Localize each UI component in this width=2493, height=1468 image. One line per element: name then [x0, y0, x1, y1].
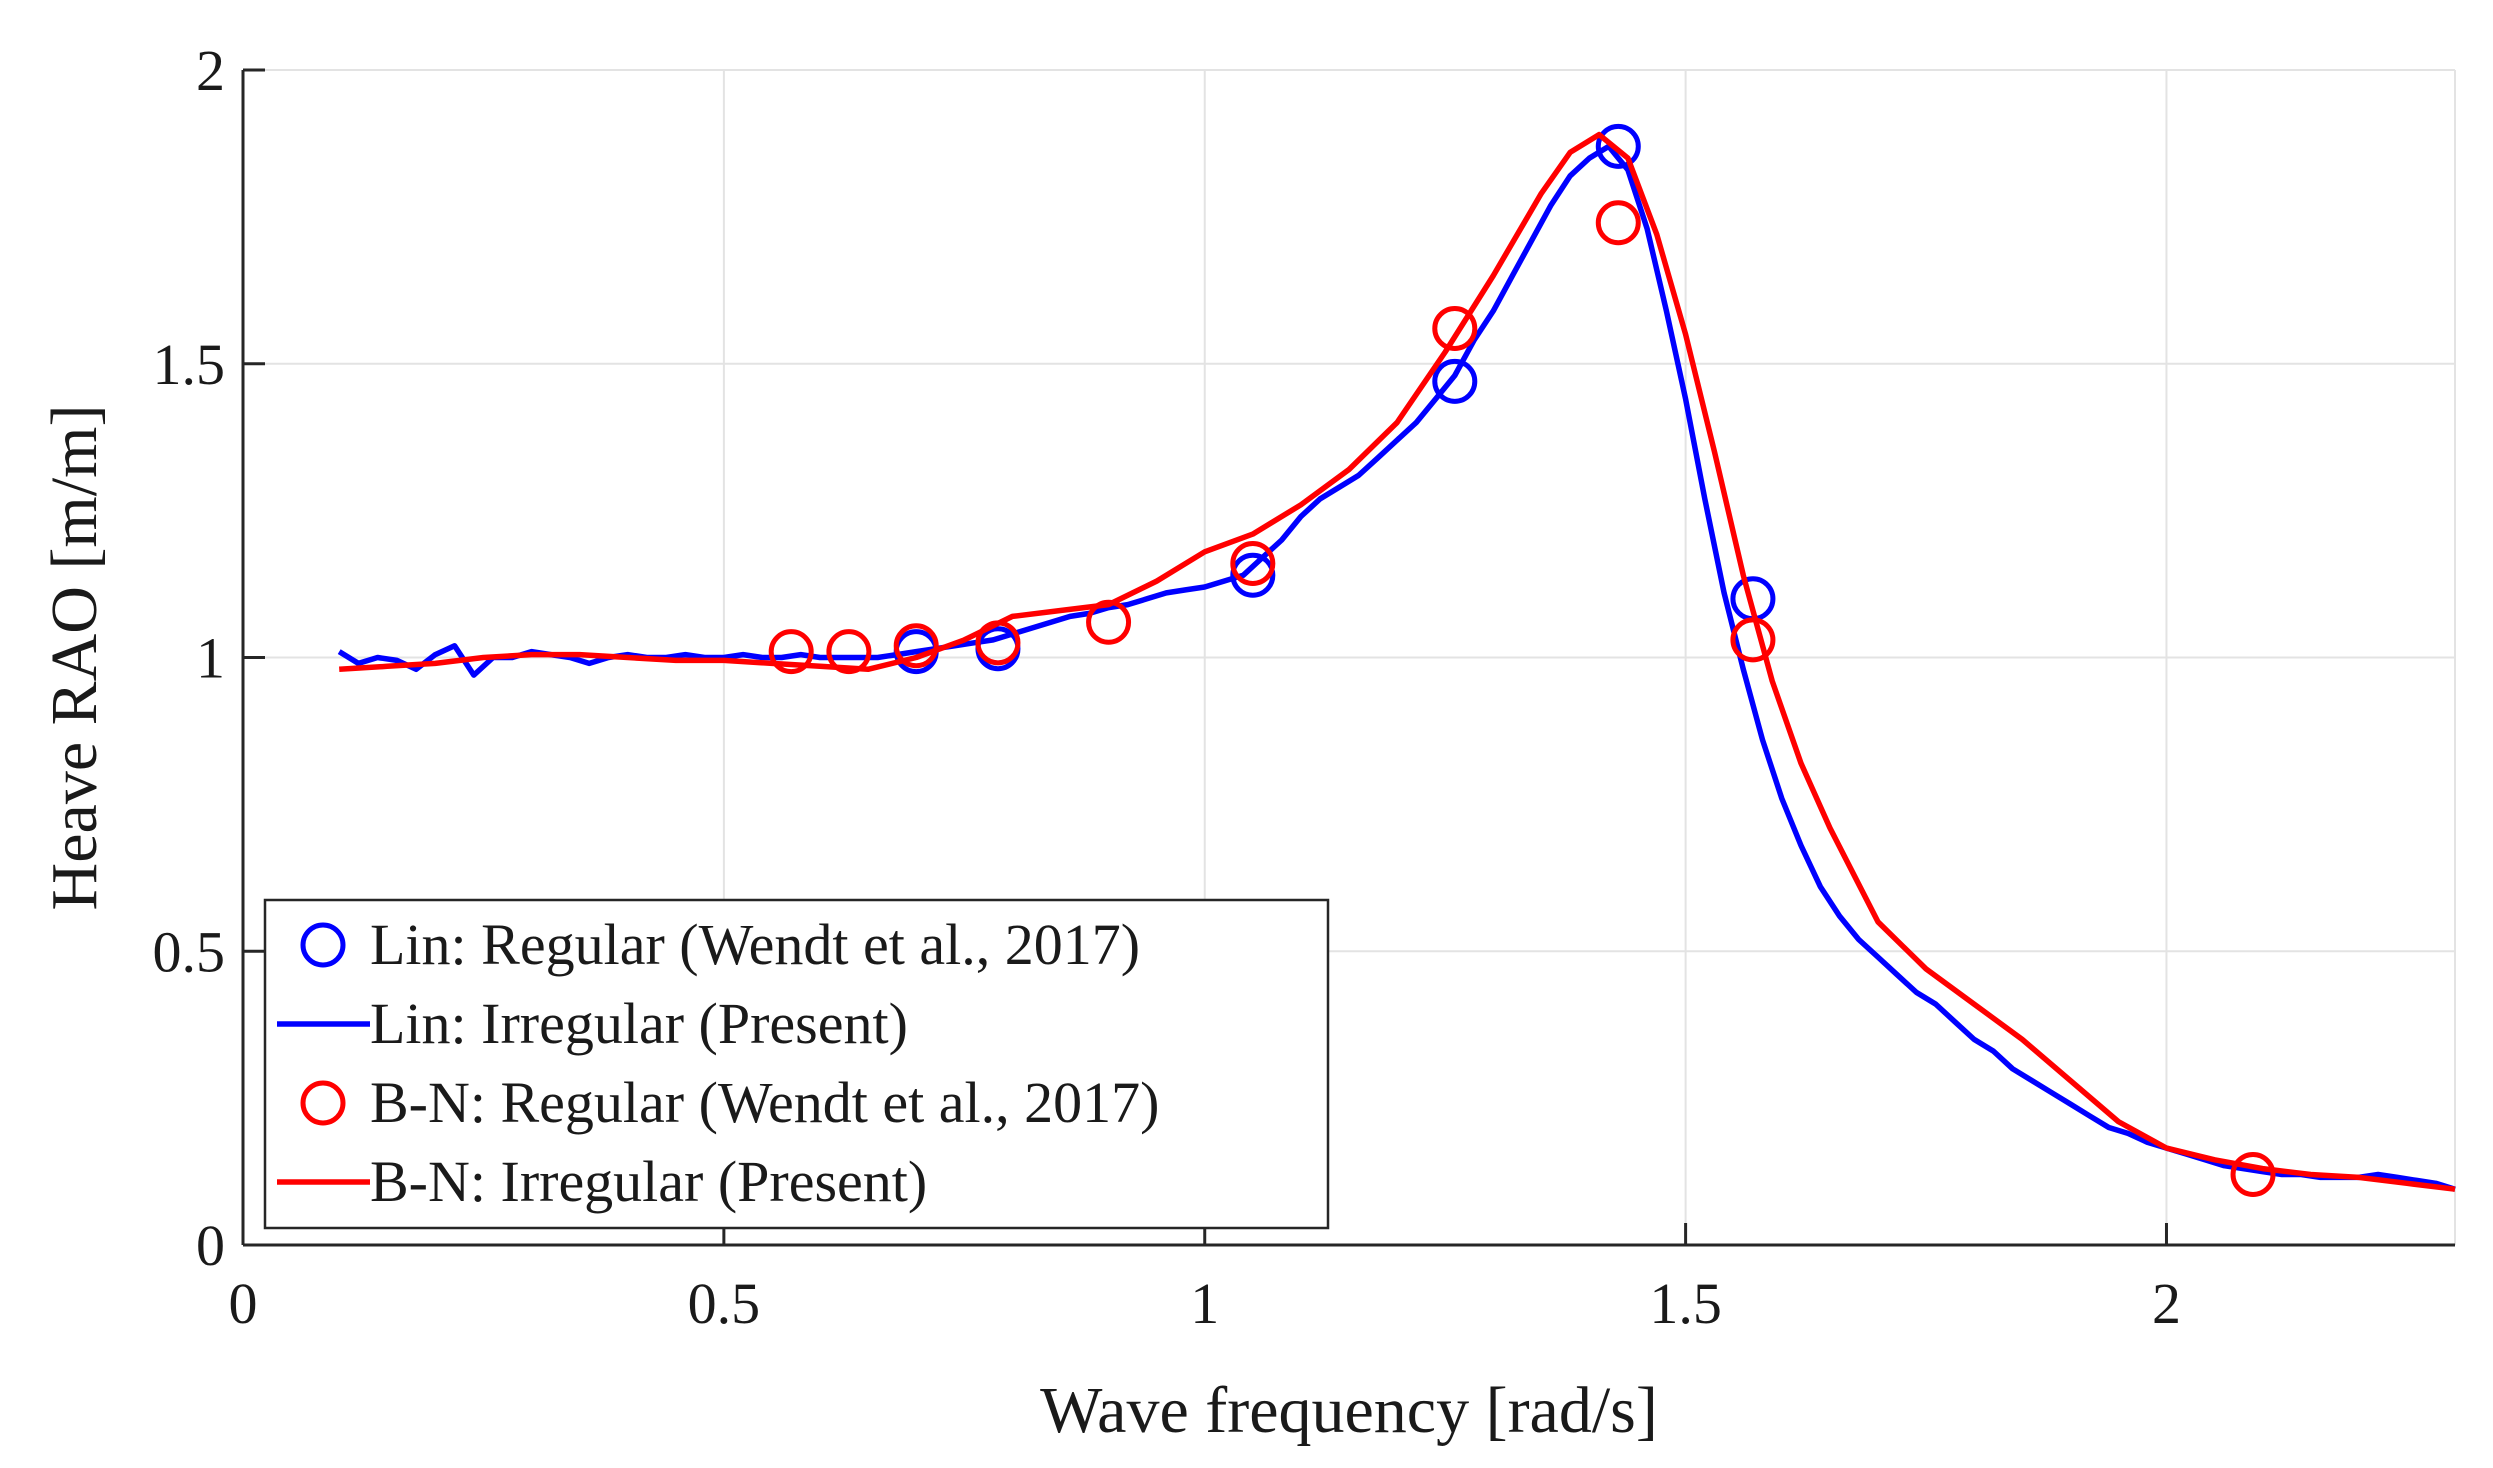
y-tick-label: 0.5	[153, 919, 226, 984]
legend-entry: B-N: Regular (Wendt et al., 2017)	[300, 1070, 1159, 1135]
legend-label: Lin: Regular (Wendt et al., 2017)	[370, 912, 1140, 977]
data-point	[1230, 541, 1276, 586]
y-tick-label: 1.5	[153, 332, 226, 397]
x-axis-label: Wave frequency [rad/s]	[1040, 1374, 1658, 1447]
legend-label: B-N: Irregular (Present)	[370, 1149, 927, 1214]
legend-entry: Lin: Regular (Wendt et al., 2017)	[300, 912, 1140, 977]
data-point	[893, 623, 939, 669]
tick-labels: 0 0.5 1 1.5 2 0 0.5 1 1.5 2	[153, 38, 2181, 1336]
data-point	[2230, 1152, 2276, 1197]
data-point	[768, 629, 814, 675]
legend-marker-swatch	[300, 1080, 346, 1126]
data-point	[826, 629, 872, 675]
legend-label: Lin: Irregular (Present)	[370, 991, 908, 1056]
series-line	[339, 131, 2456, 1192]
series-2	[768, 200, 2276, 1197]
data-point	[1595, 123, 1641, 169]
y-tick-label: 2	[196, 38, 225, 103]
series-3	[339, 131, 2456, 1192]
x-tick-label: 0	[229, 1271, 258, 1336]
x-tick-label: 0.5	[688, 1271, 761, 1336]
data-point	[1432, 306, 1478, 351]
series-layer	[337, 123, 2456, 1197]
legend-box	[263, 898, 1330, 1230]
data-point	[1432, 358, 1478, 404]
x-tick-label: 1.5	[1649, 1271, 1722, 1336]
legend-entry: Lin: Irregular (Present)	[277, 991, 908, 1056]
series-line	[337, 143, 2456, 1192]
series-1	[337, 143, 2456, 1192]
legend-label: B-N: Regular (Wendt et al., 2017)	[370, 1070, 1159, 1135]
data-point	[1595, 200, 1641, 246]
y-tick-label: 1	[196, 626, 225, 691]
legend-entries: Lin: Regular (Wendt et al., 2017) Lin: Ir…	[277, 912, 1159, 1214]
y-tick-label: 0	[196, 1213, 225, 1278]
legend-entry: B-N: Irregular (Present)	[277, 1149, 927, 1214]
x-tick-label: 2	[2152, 1271, 2181, 1336]
x-tick-label: 1	[1190, 1271, 1219, 1336]
y-axis-label: Heave RAO [m/m]	[38, 405, 111, 911]
axes	[241, 68, 2455, 1247]
legend-marker-swatch	[300, 922, 346, 968]
data-point	[1230, 552, 1276, 598]
legend: Lin: Regular (Wendt et al., 2017) Lin: Ir…	[263, 898, 1330, 1230]
